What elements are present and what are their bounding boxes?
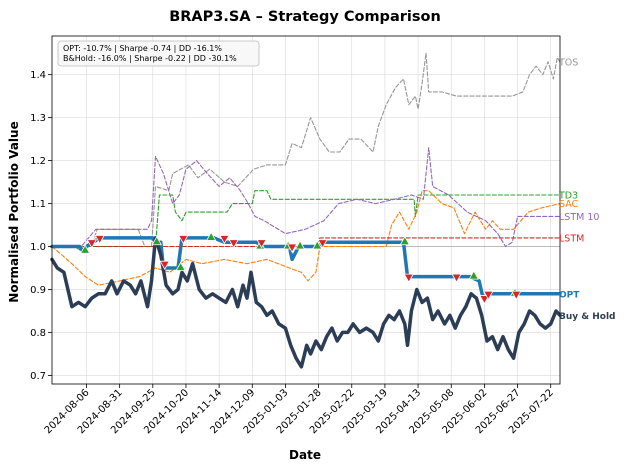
sell-marker [451, 273, 462, 283]
buy-marker [175, 261, 186, 271]
buy-marker [312, 240, 323, 250]
y-axis-label: Normalised Portfolio Value [7, 121, 21, 302]
y-tick-label: 1.2 [30, 156, 46, 167]
series-end-label-opt: OPT [559, 290, 580, 300]
buy-marker [468, 270, 479, 280]
sell-marker [403, 273, 414, 283]
sell-marker [159, 260, 170, 271]
x-axis-label: Date [289, 448, 321, 462]
sell-marker [178, 235, 189, 245]
y-axis-ticks: 0.7 0.8 0.9 1.0 1.1 1.2 1.3 1.4 [30, 70, 52, 382]
stats-annotation-opt: OPT: -10.7% | Sharpe -0.74 | DD -16.1% [63, 44, 222, 53]
series-end-label-lstm: LSTM [559, 233, 584, 244]
buy-marker [151, 235, 162, 246]
stats-annotation-box [57, 40, 260, 67]
sell-marker [511, 290, 522, 301]
buy-marker [399, 235, 410, 246]
buy-marker [294, 240, 306, 250]
series-end-label-tos: TOS [558, 57, 578, 68]
series-end-label-lstm-10: LSTM 10 [559, 212, 599, 223]
sell-marker [94, 235, 105, 245]
y-tick-label: 1.1 [30, 199, 46, 210]
y-tick-label: 1.3 [30, 113, 46, 124]
sell-marker [483, 290, 494, 301]
series-end-label-sac: SAC [559, 199, 579, 210]
chart-title: BRAP3.SA – Strategy Comparison [169, 9, 441, 25]
buy-marker [205, 231, 217, 241]
stats-annotation: OPT: -10.7% | Sharpe -0.74 | DD -16.1% B… [57, 40, 260, 67]
series-end-label-td3: TD3 [558, 190, 578, 201]
stats-annotation-bh: B&Hold: -16.0% | Sharpe -0.22 | DD -30.1… [63, 54, 237, 63]
sell-marker [86, 239, 97, 249]
sell-marker [317, 239, 328, 249]
y-tick-label: 1.0 [30, 242, 46, 253]
series-line-tos [51, 52, 561, 248]
sell-marker [219, 235, 230, 245]
series-line-buy-hold [50, 236, 562, 369]
buy-marker [79, 244, 91, 254]
sell-marker [479, 295, 490, 305]
sell-marker [256, 239, 267, 249]
y-tick-label: 1.4 [30, 70, 46, 81]
trade-markers [79, 231, 522, 305]
y-tick-label: 0.7 [30, 371, 46, 382]
sell-marker [286, 243, 298, 253]
y-tick-label: 0.9 [30, 285, 46, 296]
sell-marker [228, 239, 239, 249]
y-tick-label: 0.8 [30, 328, 46, 339]
series-end-label-buy-hold: Buy & Hold [559, 312, 616, 322]
plot-frame [51, 35, 561, 385]
series-line-lstm-10 [51, 147, 561, 248]
